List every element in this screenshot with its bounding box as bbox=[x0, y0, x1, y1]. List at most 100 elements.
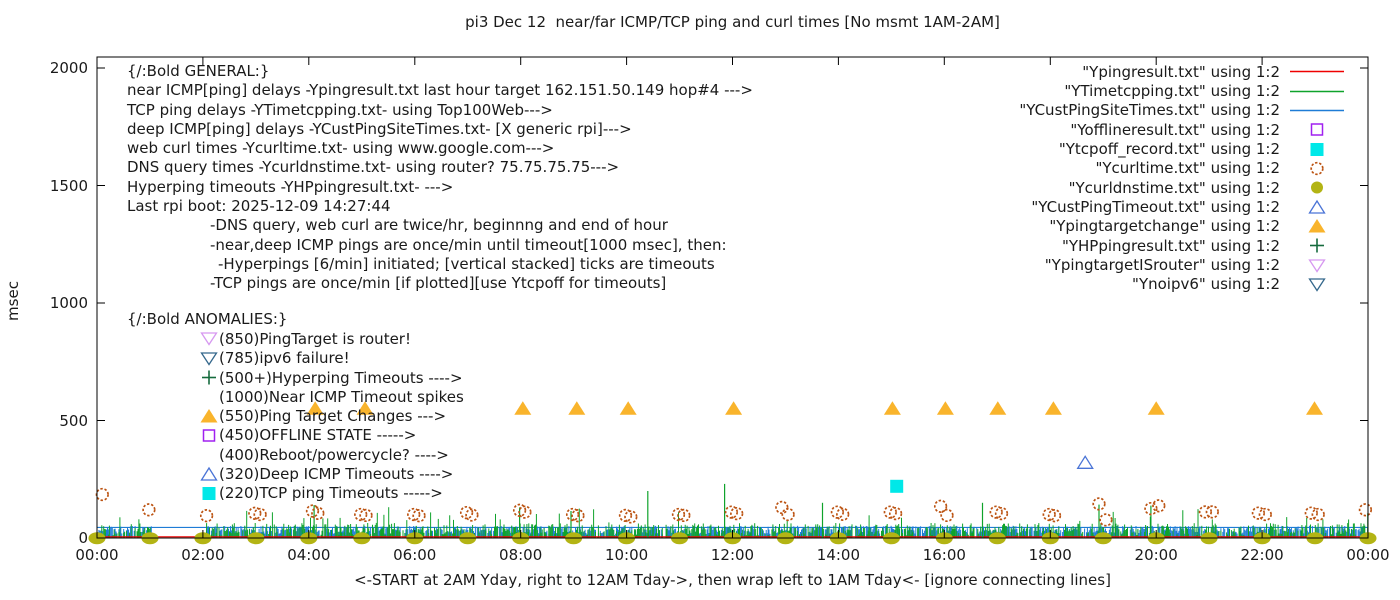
legend-label: "Ytcpoff_record.txt" using 1:2 bbox=[1058, 140, 1280, 159]
anomaly-icon-cell bbox=[200, 427, 218, 444]
square-icon bbox=[202, 486, 216, 500]
legend-item: "Ycurltime.txt" using 1:2 bbox=[880, 159, 1348, 178]
legend-label: "Ycurldnstime.txt" using 1:2 bbox=[1068, 178, 1280, 197]
triangle-icon bbox=[1308, 218, 1326, 233]
note-line: DNS query times -Ycurldnstime.txt- using… bbox=[127, 158, 620, 177]
anomaly-text: (1000)Near ICMP Timeout spikes bbox=[219, 387, 464, 406]
anomalies-header: {/:Bold ANOMALIES:} bbox=[127, 310, 288, 328]
legend-label: "Ycurltime.txt" using 1:2 bbox=[1095, 159, 1280, 178]
triangle-open-icon bbox=[1308, 199, 1326, 214]
triangle-down-open-icon bbox=[1308, 258, 1326, 273]
anomaly-icon-cell bbox=[200, 350, 218, 367]
y-tick-label: 2000 bbox=[49, 59, 88, 77]
notes-anomalies: {/:Bold ANOMALIES:} (850)PingTarget is ro… bbox=[127, 310, 464, 503]
x-tick-label: 06:00 bbox=[393, 546, 437, 564]
x-tick-label: 22:00 bbox=[1240, 546, 1284, 564]
legend-item: "Ycurldnstime.txt" using 1:2 bbox=[880, 178, 1348, 197]
legend: "Ypingresult.txt" using 1:2 "YTimetcpping… bbox=[880, 62, 1348, 294]
legend-marker bbox=[1286, 276, 1348, 293]
circle-open-icon bbox=[1310, 161, 1324, 176]
anomaly-icon-cell bbox=[200, 408, 218, 425]
y-tick-label: 0 bbox=[78, 529, 88, 547]
triangle-icon bbox=[200, 408, 218, 423]
anomaly-item: (850)PingTarget is router! bbox=[127, 329, 464, 348]
anomaly-icon-cell bbox=[200, 330, 218, 347]
legend-item: "Ynoipv6" using 1:2 bbox=[880, 275, 1348, 294]
note-line: -Hyperpings [6/min] initiated; [vertical… bbox=[218, 254, 715, 273]
x-axis-label: <-START at 2AM Yday, right to 12AM Tday-… bbox=[354, 571, 1111, 589]
x-tick-label: 00:00 bbox=[75, 546, 119, 564]
legend-item: "Ypingtargetchange" using 1:2 bbox=[880, 217, 1348, 236]
anomaly-item: (220)TCP ping Timeouts -----> bbox=[127, 484, 464, 503]
legend-label: "YCustPingSiteTimes.txt" using 1:2 bbox=[1019, 101, 1280, 120]
square-icon bbox=[1310, 142, 1324, 156]
anomaly-text: (320)Deep ICMP Timeouts ----> bbox=[219, 465, 454, 484]
plus-icon bbox=[202, 370, 216, 385]
y-tick-label: 1500 bbox=[49, 176, 88, 195]
circle-icon bbox=[1311, 181, 1323, 194]
x-tick-label: 14:00 bbox=[816, 546, 861, 564]
y-axis-label: msec bbox=[4, 281, 22, 321]
anomaly-text: (220)TCP ping Timeouts -----> bbox=[219, 484, 443, 503]
anomaly-text: (850)PingTarget is router! bbox=[219, 329, 411, 348]
triangle-down-open-icon bbox=[1308, 278, 1326, 292]
anomaly-text: (450)OFFLINE STATE -----> bbox=[219, 426, 417, 445]
anomaly-icon-cell bbox=[200, 388, 218, 405]
anomaly-text: (550)Ping Target Changes ---> bbox=[219, 407, 447, 426]
legend-item: "YHPpingresult.txt" using 1:2 bbox=[880, 236, 1348, 255]
legend-marker bbox=[1286, 179, 1348, 196]
legend-item: "YCustPingTimeout.txt" using 1:2 bbox=[880, 197, 1348, 216]
anomaly-icon-cell bbox=[200, 446, 218, 463]
notes-general: {/:Bold GENERAL:} near ICMP[ping] delays … bbox=[127, 62, 753, 294]
legend-item: "YpingtargetISrouter" using 1:2 bbox=[880, 255, 1348, 274]
triangle-open-icon bbox=[200, 466, 218, 481]
y-tick-label: 1000 bbox=[49, 294, 88, 312]
anomaly-text: (785)ipv6 failure! bbox=[219, 349, 350, 368]
anomaly-item: (550)Ping Target Changes ---> bbox=[127, 406, 464, 425]
legend-marker bbox=[1286, 83, 1348, 100]
legend-item: "YCustPingSiteTimes.txt" using 1:2 bbox=[880, 101, 1348, 120]
legend-label: "YpingtargetISrouter" using 1:2 bbox=[1044, 256, 1280, 275]
legend-label: "Yofflineresult.txt" using 1:2 bbox=[1070, 120, 1280, 139]
legend-label: "Ypingtargetchange" using 1:2 bbox=[1049, 217, 1280, 236]
y-tick-label: 500 bbox=[59, 411, 88, 430]
plus-icon bbox=[1310, 238, 1324, 253]
legend-marker bbox=[1286, 218, 1348, 235]
note-line: TCP ping delays -YTimetcpping.txt- using… bbox=[127, 100, 553, 119]
anomaly-item: (500+)Hyperping Timeouts ----> bbox=[127, 368, 464, 387]
anomaly-icon-cell bbox=[200, 369, 218, 386]
x-tick-label: 04:00 bbox=[287, 546, 331, 564]
legend-marker bbox=[1286, 102, 1348, 119]
anomaly-item: (1000)Near ICMP Timeout spikes bbox=[127, 387, 464, 406]
line-icon bbox=[1290, 70, 1344, 73]
legend-marker bbox=[1286, 63, 1348, 80]
anomaly-icon-cell bbox=[200, 466, 218, 483]
legend-marker bbox=[1286, 121, 1348, 138]
legend-item: "YTimetcpping.txt" using 1:2 bbox=[880, 81, 1348, 100]
legend-marker bbox=[1286, 141, 1348, 158]
legend-label: "Ynoipv6" using 1:2 bbox=[1132, 275, 1280, 294]
legend-label: "YCustPingTimeout.txt" using 1:2 bbox=[1031, 198, 1280, 217]
legend-item: "Ypingresult.txt" using 1:2 bbox=[880, 62, 1348, 81]
legend-marker bbox=[1286, 160, 1348, 177]
note-line: -DNS query, web curl are twice/hr, begin… bbox=[210, 216, 668, 235]
anomaly-item: (400)Reboot/powercycle? ----> bbox=[127, 445, 464, 464]
line-icon bbox=[1290, 109, 1344, 112]
legend-label: "YTimetcpping.txt" using 1:2 bbox=[1064, 82, 1280, 101]
note-line: Last rpi boot: 2025-12-09 14:27:44 bbox=[127, 197, 391, 216]
x-tick-label: 08:00 bbox=[499, 546, 543, 564]
x-tick-label: 16:00 bbox=[922, 546, 966, 564]
triangle-down-open-icon bbox=[200, 332, 218, 347]
legend-label: "YHPpingresult.txt" using 1:2 bbox=[1061, 236, 1280, 255]
square-open-icon bbox=[202, 429, 216, 442]
x-tick-label: 20:00 bbox=[1134, 546, 1178, 564]
anomaly-text: (500+)Hyperping Timeouts ----> bbox=[219, 368, 463, 387]
triangle-down-open-icon bbox=[200, 352, 218, 366]
legend-item: "Yofflineresult.txt" using 1:2 bbox=[880, 120, 1348, 139]
x-tick-label: 10:00 bbox=[604, 546, 649, 564]
anomaly-item: (785)ipv6 failure! bbox=[127, 349, 464, 368]
legend-marker bbox=[1286, 199, 1348, 216]
note-line: deep ICMP[ping] delays -YCustPingSiteTim… bbox=[127, 119, 632, 138]
square-open-icon bbox=[1310, 123, 1324, 136]
